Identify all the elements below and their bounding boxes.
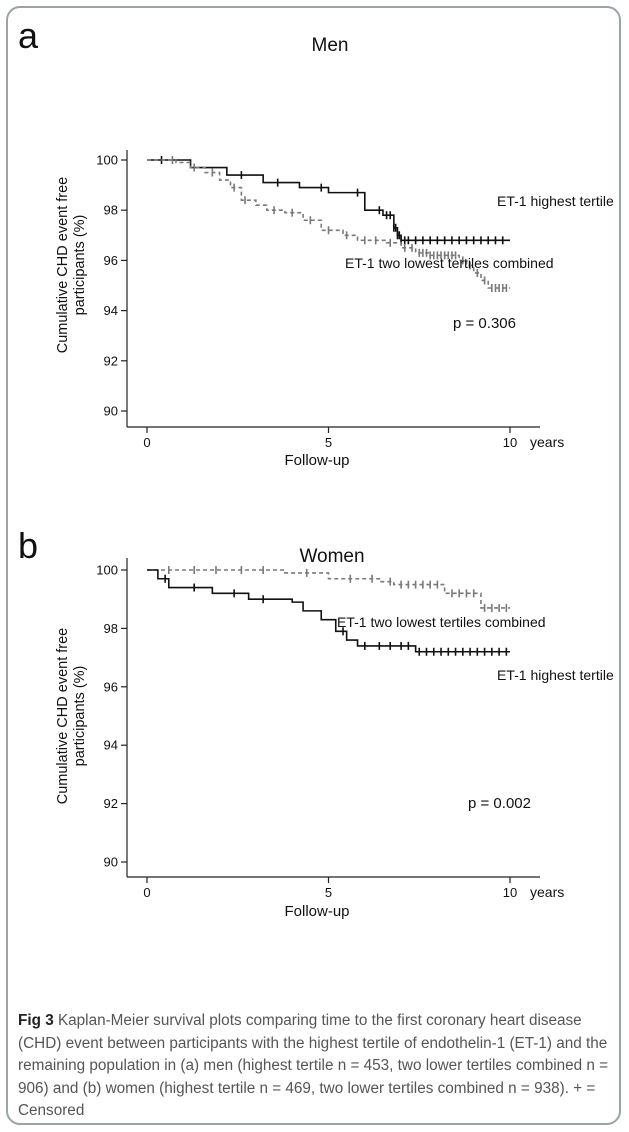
x-axis-title: Follow-up	[284, 903, 349, 920]
x-tick-label: 0	[143, 885, 150, 900]
y-axis-title: Cumulative CHD event freeparticipants (%…	[55, 177, 88, 354]
y-tick-label: 92	[104, 796, 118, 811]
y-axis-title-line: Cumulative CHD event free	[55, 177, 71, 354]
y-tick-label: 90	[104, 404, 118, 419]
x-tick-label: 10	[503, 885, 517, 900]
p-value-label: p = 0.306	[453, 315, 516, 332]
y-axis-title: Cumulative CHD event freeparticipants (%…	[55, 628, 88, 805]
caption-text: Kaplan-Meier survival plots comparing ti…	[18, 1012, 609, 1119]
chart-title: Women	[299, 546, 364, 567]
y-tick-label: 92	[104, 353, 118, 368]
series-line-lowest-tertiles	[147, 569, 510, 609]
y-tick-label: 90	[104, 855, 118, 870]
series-label: ET-1 highest tertile	[497, 193, 614, 209]
x-unit-label: years	[530, 884, 564, 900]
y-tick-label: 100	[96, 153, 118, 168]
x-unit-label: years	[530, 434, 564, 450]
series-line-lowest-tertiles	[147, 159, 510, 289]
chart-title: Men	[312, 35, 349, 56]
y-tick-label: 96	[104, 253, 118, 268]
y-tick-label: 100	[96, 563, 118, 578]
x-axis-title: Follow-up	[284, 452, 349, 469]
y-axis-title-line: participants (%)	[72, 215, 88, 316]
y-tick-label: 94	[104, 303, 118, 318]
x-tick-label: 10	[503, 435, 517, 450]
series-label: ET-1 two lowest tertiles combined	[337, 614, 546, 630]
y-axis-title-line: participants (%)	[72, 666, 88, 767]
y-tick-label: 96	[104, 679, 118, 694]
caption-label: Fig 3	[18, 1012, 54, 1029]
panel-label: b	[18, 525, 38, 566]
figure-caption: Fig 3 Kaplan-Meier survival plots compar…	[18, 1010, 614, 1123]
y-axis-title-line: Cumulative CHD event free	[55, 628, 71, 805]
y-tick-label: 98	[104, 203, 118, 218]
panel-label: a	[18, 15, 39, 56]
p-value-label: p = 0.002	[468, 795, 531, 812]
series-line-highest-tertile	[147, 569, 510, 653]
series-label: ET-1 two lowest tertiles combined	[345, 255, 554, 271]
x-tick-label: 0	[143, 435, 150, 450]
y-tick-label: 94	[104, 738, 118, 753]
figure-frame	[6, 6, 621, 1125]
y-tick-label: 98	[104, 621, 118, 636]
x-tick-label: 5	[325, 435, 332, 450]
series-label: ET-1 highest tertile	[497, 667, 614, 683]
x-tick-label: 5	[325, 885, 332, 900]
